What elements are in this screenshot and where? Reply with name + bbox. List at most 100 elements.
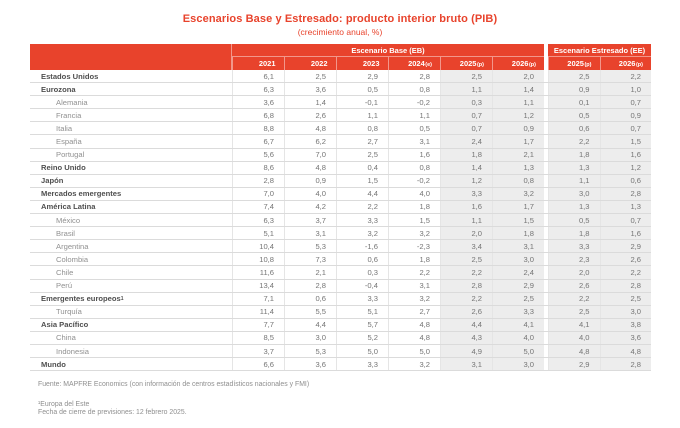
- value-cell: 1,2: [599, 161, 651, 174]
- section-gap: [544, 135, 548, 148]
- value-cell: 3,1: [388, 135, 440, 148]
- value-cell: 0,6: [336, 253, 388, 266]
- value-cell: 0,9: [492, 122, 544, 135]
- value-cell: 2,5: [440, 70, 492, 83]
- value-cell: 11,4: [232, 305, 284, 318]
- section-gap: [544, 331, 548, 344]
- value-cell: 1,2: [492, 109, 544, 122]
- value-cell: 3,1: [492, 240, 544, 253]
- value-cell: 3,6: [284, 83, 336, 96]
- value-cell: 6,1: [232, 70, 284, 83]
- value-cell: 3,7: [232, 344, 284, 358]
- value-cell: 2,4: [440, 135, 492, 148]
- table-row: Mercados emergentes 7,0 4,0 4,4 4,0 3,3 3,2 3,0…: [30, 187, 651, 201]
- value-cell: 4,2: [284, 200, 336, 214]
- value-cell: 1,7: [492, 200, 544, 214]
- value-cell: 5,1: [232, 227, 284, 240]
- value-cell: 7,0: [284, 148, 336, 161]
- value-cell: 0,5: [388, 122, 440, 135]
- value-cell: 2,6: [284, 109, 336, 122]
- value-cell: 2,2: [388, 266, 440, 279]
- section-gap: [544, 240, 548, 253]
- table-row: Portugal 5,6 7,0 2,5 1,6 1,8 2,1 1,8 1,6: [30, 148, 651, 162]
- value-cell: 8,8: [232, 122, 284, 135]
- year-column-header: 2023: [336, 57, 388, 70]
- value-cell: 2,9: [599, 240, 651, 253]
- table-row: Alemania 3,6 1,4 -0,1 -0,2 0,3 1,1 0,1 0,7: [30, 96, 651, 110]
- section-gap: [544, 70, 548, 83]
- value-cell: 5,6: [232, 148, 284, 161]
- value-cell: -0,2: [388, 174, 440, 187]
- value-cell: 3,1: [388, 279, 440, 292]
- value-cell: 3,0: [492, 253, 544, 266]
- gdp-scenarios-table: Escenario Base (EB) Escenario Estresado …: [30, 44, 651, 372]
- table-row: China 8,5 3,0 5,2 4,8 4,3 4,0 4,0 3,6: [30, 331, 651, 345]
- section-gap: [544, 174, 548, 187]
- value-cell: 4,0: [548, 331, 600, 344]
- value-cell: 1,6: [599, 148, 651, 161]
- value-cell: 0,6: [284, 292, 336, 305]
- row-label: América Latina: [41, 202, 96, 212]
- header-section-gap: [544, 44, 548, 70]
- table-subtitle: (crecimiento anual, %): [297, 27, 383, 37]
- table-row: Colombia 10,8 7,3 0,6 1,8 2,5 3,0 2,3 2,6: [30, 253, 651, 267]
- value-cell: 3,2: [388, 358, 440, 371]
- value-cell: 6,8: [232, 109, 284, 122]
- table-title: Escenarios Base y Estresado: producto in…: [182, 13, 498, 25]
- value-cell: 2,9: [336, 70, 388, 83]
- section-gap: [544, 305, 548, 318]
- value-cell: 6,3: [232, 83, 284, 96]
- value-cell: 1,3: [548, 161, 600, 174]
- value-cell: 3,7: [284, 214, 336, 227]
- value-cell: 2,6: [548, 279, 600, 292]
- row-label: Francia: [56, 110, 82, 120]
- section-gap: [544, 109, 548, 122]
- row-label: Colombia: [56, 254, 89, 264]
- section-gap: [544, 279, 548, 292]
- table-row: Brasil 5,1 3,1 3,2 3,2 2,0 1,8 1,8 1,6: [30, 227, 651, 241]
- value-cell: 2,8: [599, 358, 651, 371]
- value-cell: 10,4: [232, 240, 284, 253]
- section-gap: [544, 200, 548, 214]
- value-cell: 4,1: [492, 318, 544, 331]
- section-gap: [544, 344, 548, 358]
- value-cell: 2,8: [440, 279, 492, 292]
- value-cell: 5,0: [336, 344, 388, 358]
- table-row: Argentina 10,4 5,3 -1,6 -2,3 3,4 3,1 3,3 2,9: [30, 240, 651, 254]
- value-cell: 0,7: [599, 96, 651, 109]
- value-cell: 2,8: [284, 279, 336, 292]
- value-cell: 5,0: [388, 344, 440, 358]
- value-cell: 0,6: [548, 122, 600, 135]
- table-row: España 6,7 6,2 2,7 3,1 2,4 1,7 2,2 1,5: [30, 135, 651, 149]
- value-cell: 1,3: [548, 200, 600, 214]
- value-cell: 2,5: [284, 70, 336, 83]
- value-cell: 2,5: [599, 292, 651, 305]
- table-row: Perú 13,4 2,8 -0,4 3,1 2,8 2,9 2,6 2,8: [30, 279, 651, 293]
- value-cell: 3,3: [336, 292, 388, 305]
- value-cell: 2,1: [492, 148, 544, 161]
- section-gap: [544, 318, 548, 331]
- row-label: Eurozona: [41, 84, 76, 94]
- value-cell: 7,7: [232, 318, 284, 331]
- value-cell: 2,8: [599, 279, 651, 292]
- section-gap: [544, 253, 548, 266]
- section-gap: [544, 292, 548, 305]
- value-cell: 2,4: [492, 266, 544, 279]
- value-cell: -2,3: [388, 240, 440, 253]
- table-row: Italia 8,8 4,8 0,8 0,5 0,7 0,9 0,6 0,7: [30, 122, 651, 136]
- value-cell: 0,6: [599, 174, 651, 187]
- value-cell: 0,7: [599, 214, 651, 227]
- table-row: Chile 11,6 2,1 0,3 2,2 2,2 2,4 2,0 2,2: [30, 266, 651, 280]
- value-cell: 3,6: [284, 358, 336, 371]
- section-gap: [544, 266, 548, 279]
- value-cell: 2,0: [548, 266, 600, 279]
- year-column-header: 2026 (p): [492, 57, 544, 70]
- value-cell: 2,2: [548, 292, 600, 305]
- value-cell: 1,5: [336, 174, 388, 187]
- value-cell: 2,2: [440, 266, 492, 279]
- value-cell: 2,7: [336, 135, 388, 148]
- value-cell: 1,5: [492, 214, 544, 227]
- table-row: América Latina 7,4 4,2 2,2 1,8 1,6 1,7 1,3 1,3: [30, 200, 651, 215]
- value-cell: 1,1: [440, 214, 492, 227]
- table-footer: Fuente: MAPFRE Economics (con informació…: [38, 381, 309, 418]
